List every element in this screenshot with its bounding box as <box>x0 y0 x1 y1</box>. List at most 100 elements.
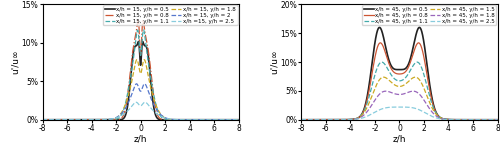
x/h = 15, y/h = 1.8 <box>232 119 238 121</box>
x/h = 15, y/h = 1.1 <box>134 29 140 31</box>
x/h = 15, y/h = 0.5 <box>136 41 141 42</box>
x/h = 45, y/h = 0.8 <box>332 119 338 121</box>
x/h =15, y/h = 2.5 <box>236 119 242 121</box>
Line: x/h = 45, y/h = 0.8: x/h = 45, y/h = 0.8 <box>302 43 498 120</box>
x/h = 15, y/h = 0.8 <box>74 119 80 121</box>
x/h = 15, y/h = 2 <box>114 116 120 118</box>
x/h = 45, y/h = 1.5 <box>374 84 380 86</box>
x/h = 45, y/h = 0.8 <box>494 119 500 121</box>
x/h = 45, y/h = 0.8 <box>470 119 476 121</box>
x/h = 45, y/h = 1.1 <box>298 119 304 121</box>
x/h = 15, y/h = 2 <box>123 106 129 108</box>
x/h = 45, y/h = 1.1 <box>332 119 338 121</box>
Line: x/h = 45, y/h = 1.5: x/h = 45, y/h = 1.5 <box>302 77 498 120</box>
X-axis label: z/h: z/h <box>134 134 147 143</box>
Y-axis label: u'/u∞: u'/u∞ <box>11 50 20 74</box>
x/h = 15, y/h = 2 <box>232 119 238 121</box>
x/h =15, y/h = 2.5 <box>210 119 216 121</box>
x/h = 45, y/h = 0.8 <box>320 119 326 121</box>
x/h =15, y/h = 2.5 <box>74 119 80 121</box>
x/h = 45, y/h = 0.5 <box>490 119 496 121</box>
x/h = 15, y/h = 1.1 <box>114 118 120 120</box>
x/h = 15, y/h = 0.8 <box>135 19 141 21</box>
x/h = 15, y/h = 2 <box>236 119 242 121</box>
x/h =15, y/h = 2.5 <box>133 101 139 103</box>
x/h = 45, y/h = 0.5 <box>332 119 338 121</box>
x/h = 45, y/h = 1.1 <box>382 64 388 66</box>
x/h = 45, y/h = 1.5 <box>490 119 496 121</box>
x/h = 45, y/h = 2.5 <box>470 119 476 121</box>
x/h = 45, y/h = 0.8 <box>382 51 388 53</box>
x/h = 15, y/h = 0.5 <box>123 112 129 114</box>
x/h = 45, y/h = 0.5 <box>374 33 380 35</box>
x/h = 45, y/h = 2.5 <box>490 119 496 121</box>
x/h = 15, y/h = 0.5 <box>236 119 242 121</box>
x/h = 15, y/h = 1.1 <box>210 119 216 121</box>
x/h =15, y/h = 2.5 <box>40 119 46 121</box>
x/h = 15, y/h = 1.1 <box>74 119 80 121</box>
x/h = 15, y/h = 1.8 <box>40 119 46 121</box>
Line: x/h = 45, y/h = 1.1: x/h = 45, y/h = 1.1 <box>302 62 498 120</box>
x/h = 45, y/h = 0.5 <box>494 119 500 121</box>
x/h = 45, y/h = 1.5 <box>332 119 338 121</box>
x/h = 15, y/h = 1.8 <box>62 119 68 121</box>
x/h =15, y/h = 2.5 <box>232 119 238 121</box>
x/h = 15, y/h = 0.5 <box>74 119 80 121</box>
x/h = 45, y/h = 1.1 <box>379 61 385 63</box>
Y-axis label: u'/u∞: u'/u∞ <box>270 50 279 74</box>
x/h = 15, y/h = 2 <box>74 119 80 121</box>
x/h = 15, y/h = 1.1 <box>62 119 68 121</box>
x/h = 15, y/h = 2 <box>210 119 216 121</box>
x/h = 45, y/h = 1.5 <box>382 77 388 78</box>
x/h =15, y/h = 2.5 <box>62 119 68 121</box>
X-axis label: z/h: z/h <box>392 134 406 143</box>
x/h = 15, y/h = 0.8 <box>123 104 129 106</box>
x/h = 15, y/h = 1.1 <box>236 119 242 121</box>
x/h = 45, y/h = 0.8 <box>298 119 304 121</box>
x/h = 45, y/h = 0.8 <box>374 49 380 51</box>
x/h = 45, y/h = 1.5 <box>298 119 304 121</box>
x/h = 45, y/h = 1.5 <box>320 119 326 121</box>
Line: x/h = 15, y/h = 2: x/h = 15, y/h = 2 <box>42 84 238 120</box>
Legend: x/h = 45, y/h = 0.5, x/h = 45, y/h = 0.8, x/h = 45, y/h = 1.1, x/h = 45, y/h = 1: x/h = 45, y/h = 0.5, x/h = 45, y/h = 0.8… <box>362 6 496 26</box>
Line: x/h = 45, y/h = 0.5: x/h = 45, y/h = 0.5 <box>302 27 498 120</box>
x/h = 45, y/h = 1.1 <box>494 119 500 121</box>
Line: x/h = 15, y/h = 0.8: x/h = 15, y/h = 0.8 <box>42 20 238 120</box>
x/h = 15, y/h = 2 <box>134 83 140 85</box>
Legend: x/h = 15, y/h = 0.5, x/h = 15, y/h = 0.8, x/h = 15, y/h = 1.1, x/h = 15, y/h = 1: x/h = 15, y/h = 0.5, x/h = 15, y/h = 0.8… <box>103 6 238 26</box>
x/h =15, y/h = 2.5 <box>114 117 120 118</box>
Line: x/h = 15, y/h = 1.8: x/h = 15, y/h = 1.8 <box>42 60 238 120</box>
Line: x/h = 15, y/h = 1.1: x/h = 15, y/h = 1.1 <box>42 30 238 120</box>
x/h = 45, y/h = 1.8 <box>298 119 304 121</box>
x/h = 45, y/h = 2.5 <box>382 107 388 109</box>
x/h = 45, y/h = 1.1 <box>374 69 380 70</box>
x/h = 45, y/h = 2.5 <box>494 119 500 121</box>
x/h = 15, y/h = 1.8 <box>123 101 129 103</box>
x/h =15, y/h = 2.5 <box>123 111 129 113</box>
x/h = 15, y/h = 1.1 <box>123 99 129 101</box>
x/h = 45, y/h = 2.5 <box>396 106 402 108</box>
x/h = 15, y/h = 0.8 <box>236 119 242 121</box>
x/h = 45, y/h = 2.5 <box>332 119 338 121</box>
Line: x/h = 45, y/h = 1.8: x/h = 45, y/h = 1.8 <box>302 91 498 120</box>
x/h = 45, y/h = 1.8 <box>332 119 338 121</box>
x/h = 15, y/h = 0.8 <box>232 119 238 121</box>
x/h = 15, y/h = 0.5 <box>232 119 238 121</box>
Line: x/h =15, y/h = 2.5: x/h =15, y/h = 2.5 <box>42 102 238 120</box>
x/h = 15, y/h = 1.8 <box>142 59 148 61</box>
x/h = 45, y/h = 0.5 <box>376 27 382 28</box>
x/h = 45, y/h = 1.8 <box>382 90 388 92</box>
x/h = 45, y/h = 0.5 <box>470 119 476 121</box>
x/h = 15, y/h = 1.8 <box>210 119 216 121</box>
x/h = 45, y/h = 0.5 <box>382 44 388 46</box>
x/h = 45, y/h = 0.8 <box>490 119 496 121</box>
Line: x/h = 45, y/h = 2.5: x/h = 45, y/h = 2.5 <box>302 107 498 120</box>
x/h = 45, y/h = 0.5 <box>298 119 304 121</box>
x/h = 15, y/h = 0.8 <box>62 119 68 121</box>
x/h = 45, y/h = 0.5 <box>320 119 326 121</box>
x/h = 15, y/h = 2 <box>62 119 68 121</box>
x/h = 45, y/h = 1.1 <box>490 119 496 121</box>
x/h = 45, y/h = 1.8 <box>320 119 326 121</box>
x/h = 45, y/h = 1.5 <box>470 119 476 121</box>
x/h = 45, y/h = 1.5 <box>380 76 386 78</box>
